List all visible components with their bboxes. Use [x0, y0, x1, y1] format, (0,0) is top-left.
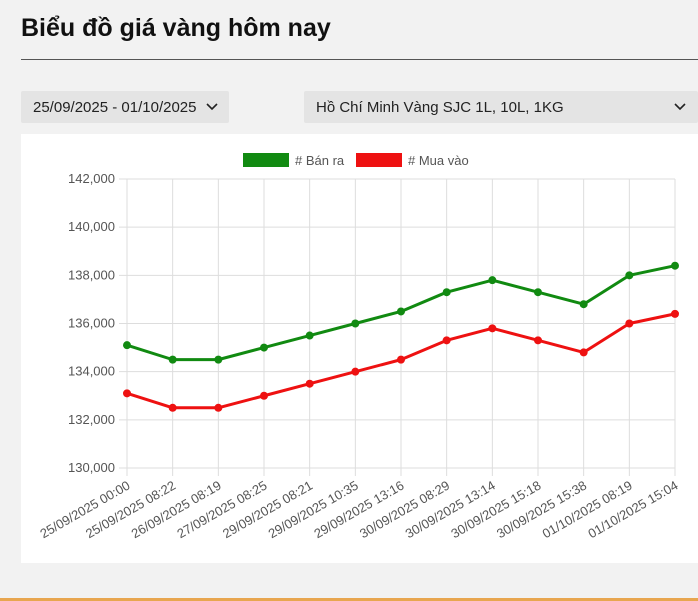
data-point: [214, 403, 223, 412]
date-range-value: 25/09/2025 - 01/10/2025: [33, 98, 197, 116]
data-point: [671, 261, 679, 270]
data-point: [488, 324, 497, 333]
data-point: [579, 300, 588, 309]
y-tick-label: 132,000: [68, 412, 115, 427]
legend-swatch-1: [356, 153, 402, 167]
y-tick-label: 134,000: [68, 364, 115, 379]
data-point: [625, 271, 634, 280]
chevron-down-icon: [206, 103, 219, 111]
data-point: [305, 379, 314, 388]
data-point: [351, 367, 360, 376]
data-point: [625, 319, 634, 328]
price-chart: 130,000 132,000 134,000 136,000 138,000 140,0…: [21, 134, 698, 563]
y-tick-label: 140,000: [68, 219, 115, 234]
location-product-select[interactable]: Hồ Chí Minh Vàng SJC 1L, 10L, 1KG: [304, 91, 698, 123]
y-tick-label: 130,000: [68, 460, 115, 475]
data-point: [214, 355, 223, 364]
data-point: [579, 348, 588, 357]
data-point: [397, 307, 405, 316]
y-tick-label: 138,000: [68, 267, 115, 282]
data-point: [123, 341, 131, 350]
legend-label-0: # Bán ra: [295, 153, 345, 168]
data-point: [168, 403, 177, 412]
y-tick-label: 142,000: [68, 171, 115, 186]
price-chart-svg: 130,000 132,000 134,000 136,000 138,000 140,0…: [37, 153, 681, 541]
date-range-select[interactable]: 25/09/2025 - 01/10/2025: [21, 91, 229, 123]
data-point: [534, 288, 542, 297]
data-point: [305, 331, 314, 340]
data-point: [260, 343, 268, 352]
data-point: [442, 336, 451, 345]
chevron-down-icon: [674, 103, 686, 111]
data-point: [671, 309, 679, 318]
data-point: [488, 276, 497, 285]
title-divider: [21, 59, 698, 60]
data-point: [351, 319, 360, 328]
data-point: [260, 391, 268, 400]
page-title: Biểu đồ giá vàng hôm nay: [21, 14, 331, 42]
data-point: [168, 355, 177, 364]
data-point: [442, 288, 451, 297]
data-point: [397, 355, 405, 364]
y-tick-label: 136,000: [68, 316, 115, 331]
legend-swatch-0: [243, 153, 289, 167]
legend-label-1: # Mua vào: [408, 153, 469, 168]
data-point: [123, 389, 131, 398]
data-point: [534, 336, 542, 345]
bottom-divider: [0, 598, 698, 601]
location-product-value: Hồ Chí Minh Vàng SJC 1L, 10L, 1KG: [316, 98, 564, 116]
